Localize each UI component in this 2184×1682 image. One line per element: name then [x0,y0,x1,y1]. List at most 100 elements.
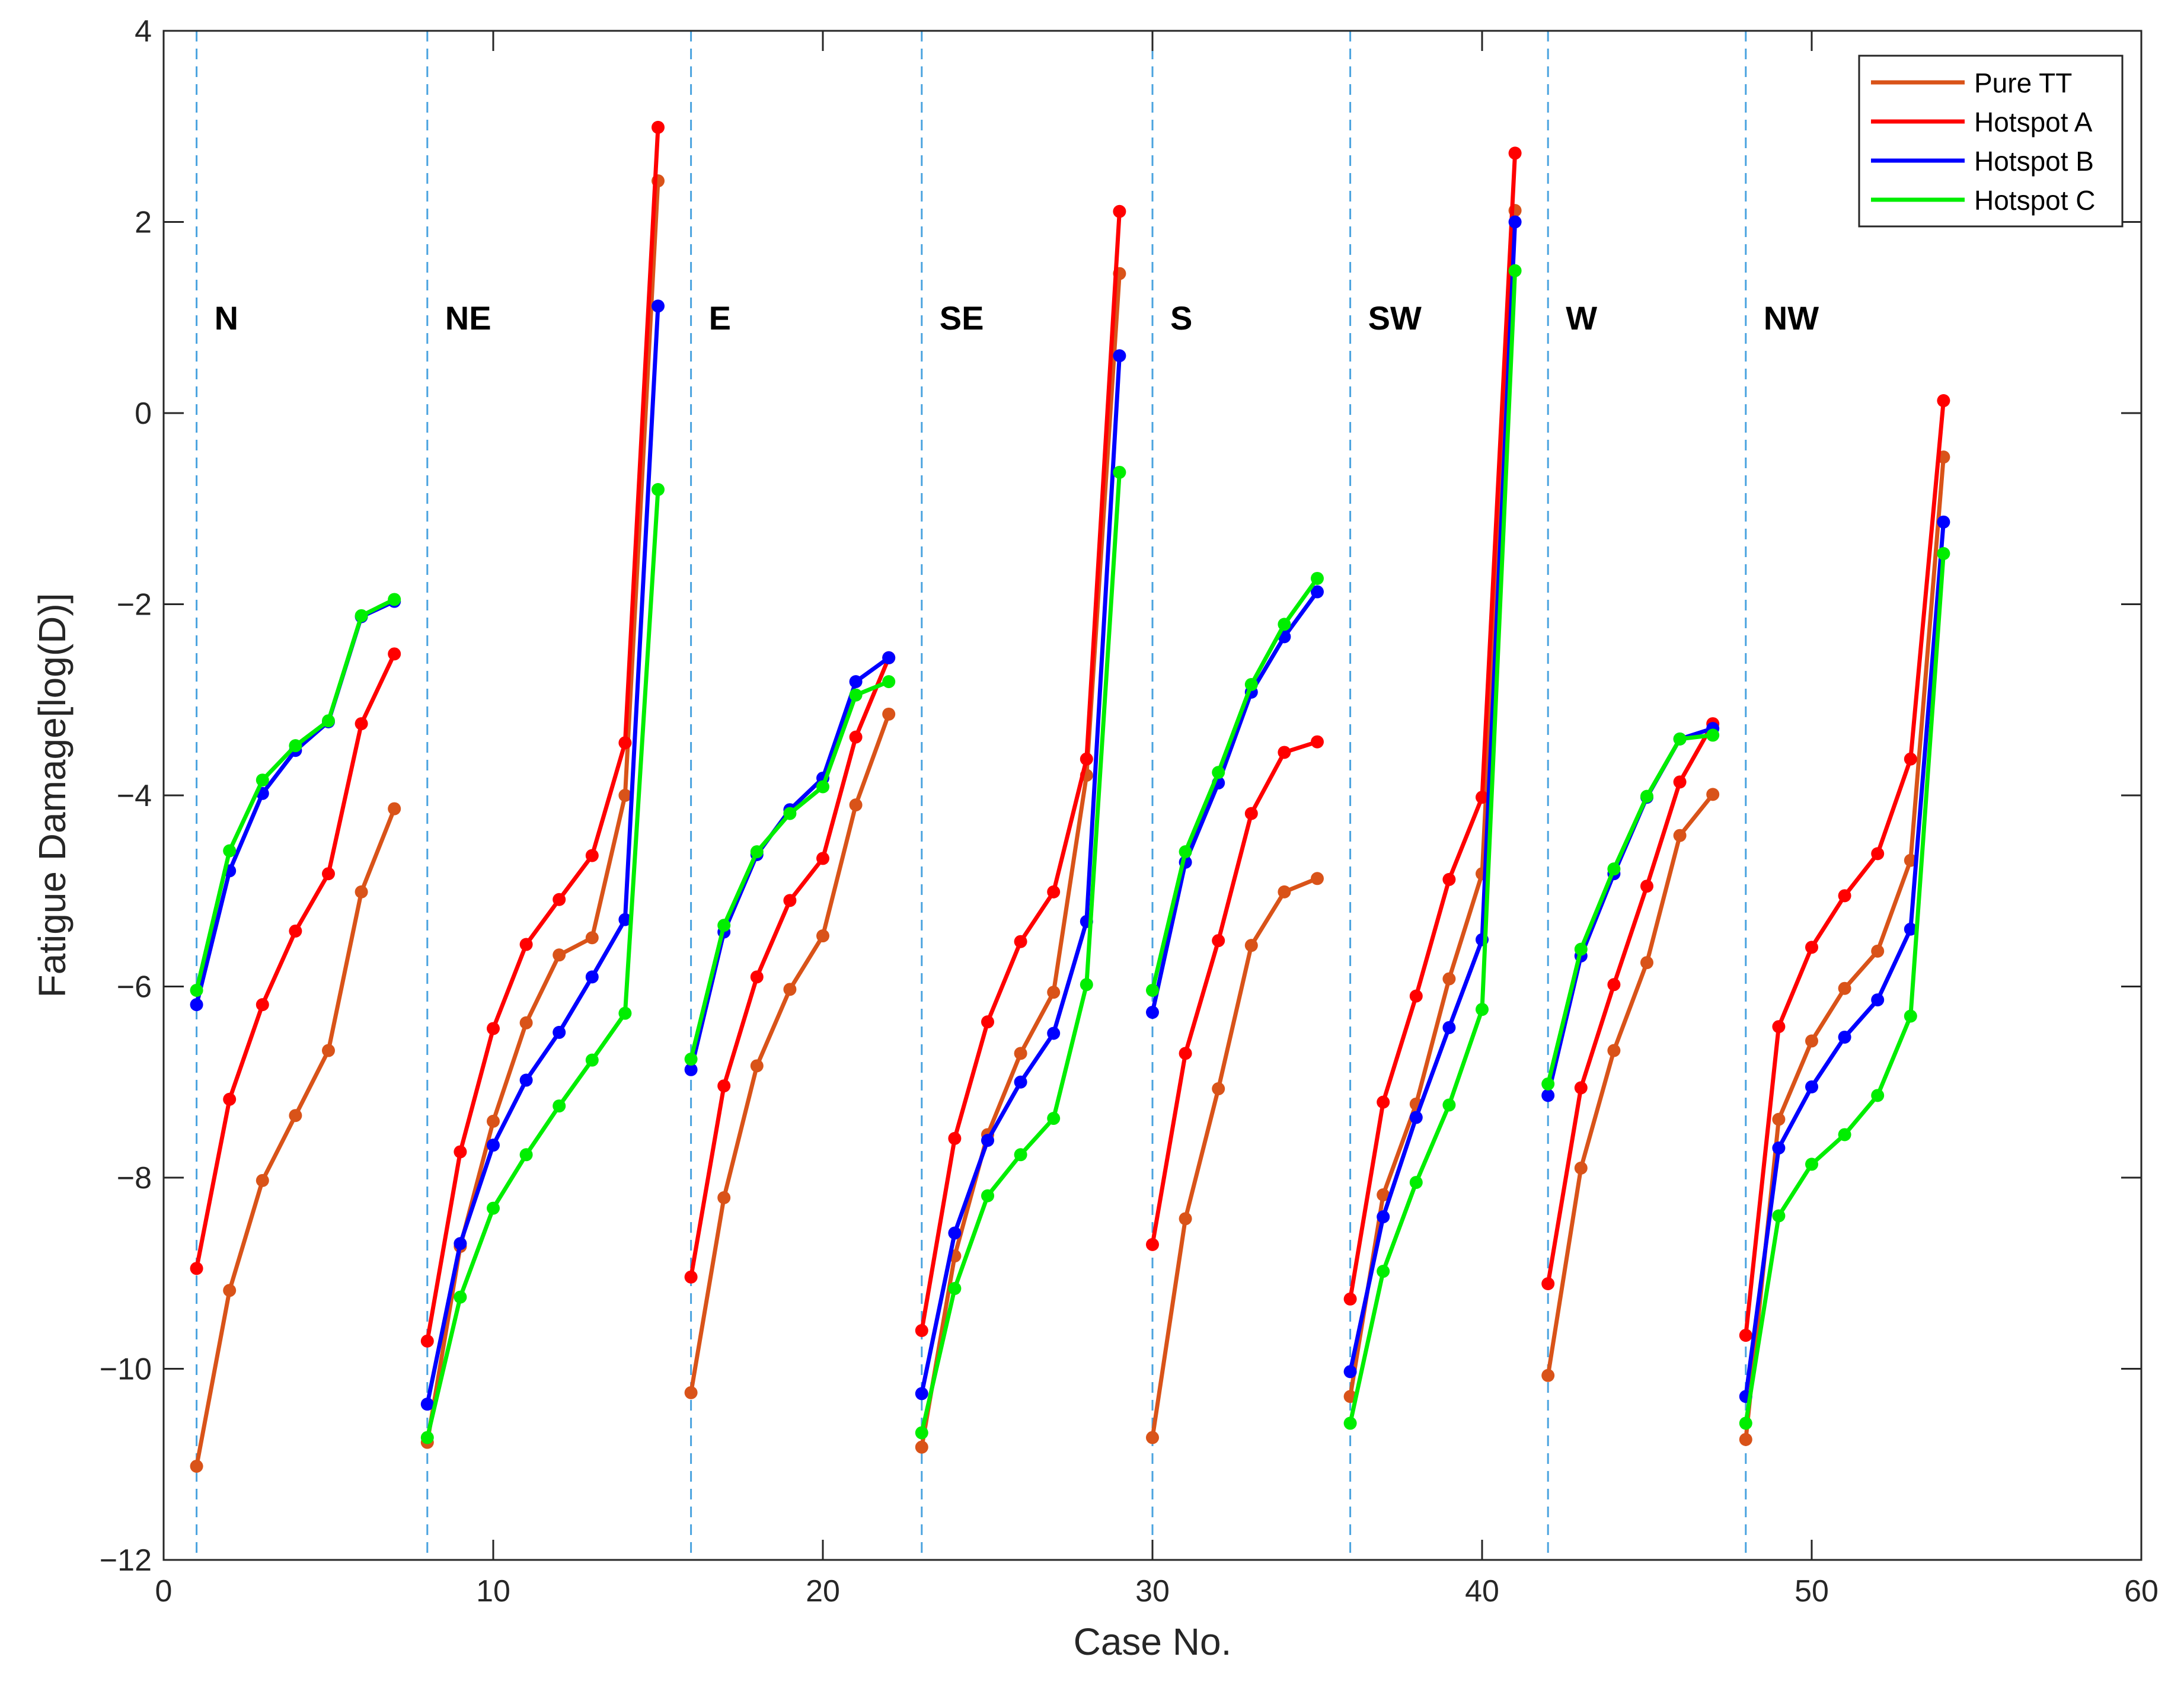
data-point [1311,735,1324,749]
data-point [553,948,566,962]
data-point [1080,752,1093,766]
data-point [1244,939,1258,952]
data-point [1574,1081,1588,1095]
data-point [1937,547,1950,561]
data-point [915,1440,928,1454]
data-point [750,1059,764,1073]
data-point [1146,1006,1159,1019]
data-point [1541,1277,1555,1290]
data-point [1278,746,1291,759]
data-point [223,844,237,858]
data-point [882,707,896,721]
data-point [553,1099,566,1113]
data-point [1244,677,1258,691]
data-point [190,1262,203,1275]
data-point [717,1191,731,1204]
data-point [684,1063,698,1076]
data-point [519,1016,533,1029]
data-point [289,739,302,753]
data-point [1541,1077,1555,1091]
y-tick-label: 4 [135,14,152,49]
series-layer [190,120,1950,1473]
data-point [1838,889,1851,903]
data-point [783,983,797,996]
data-point [1311,571,1324,585]
data-point [1377,1095,1390,1109]
data-point [420,1431,434,1444]
data-point [1442,1098,1456,1112]
series-line-segment [1348,153,1518,1300]
data-point [1343,1292,1357,1306]
data-point [981,1015,994,1029]
data-point [849,675,863,689]
y-tick-label: −8 [117,1161,152,1195]
data-point [223,1092,237,1106]
data-point [487,1114,500,1128]
data-point [1212,766,1225,779]
data-point [1838,1128,1851,1141]
legend-entry-label: Hotspot A [1974,107,2093,137]
data-point [750,845,764,859]
y-tick-label: −12 [100,1543,152,1578]
data-point [355,717,368,731]
data-point [750,970,764,984]
data-point [1442,872,1456,886]
direction-label: N [215,299,238,337]
data-point [1706,788,1720,801]
y-tick-label: 0 [135,396,152,431]
direction-label: NW [1764,299,1819,337]
data-point [1772,1020,1786,1034]
data-point [1508,264,1522,277]
data-point [1244,807,1258,820]
data-point [355,609,368,622]
data-point [882,651,896,664]
data-point [1047,885,1061,898]
data-point [585,970,599,984]
data-point [1179,1047,1192,1060]
data-point [1212,934,1225,948]
data-point [1772,1112,1786,1126]
series-line-segment [1546,722,1715,1284]
legend-entry-label: Pure TT [1974,68,2072,98]
data-point [1047,1112,1061,1125]
x-tick-label: 20 [806,1574,840,1609]
data-point [420,1334,434,1348]
data-point [652,120,665,134]
data-point [1640,789,1653,803]
data-point [519,1148,533,1162]
data-point [652,299,665,313]
legend: Pure TT Hotspot A Hotspot B Hotspot C [1858,55,2124,228]
data-point [1311,872,1324,885]
data-point [190,983,203,997]
data-point [1805,941,1818,954]
data-point [553,1025,566,1039]
data-point [487,1201,500,1215]
data-point [684,1386,698,1399]
data-point [915,1426,928,1440]
data-point [1904,1009,1917,1023]
series-hotspot-c [190,264,1950,1444]
data-point [585,849,599,862]
series-line-segment [1348,210,1518,1397]
data-point [684,1053,698,1066]
series-line-segment [1150,590,1319,1013]
data-point [1805,1034,1818,1048]
data-point [388,647,401,661]
data-point [618,913,632,926]
data-point [1047,986,1061,999]
data-point [1739,1416,1752,1430]
x-tick-label: 0 [155,1574,173,1609]
data-point [1508,215,1522,229]
data-point [849,730,863,744]
data-point [1146,1431,1159,1444]
data-point [1409,1176,1423,1189]
data-point [882,675,896,689]
data-point [948,1226,962,1240]
direction-label: SW [1368,299,1422,337]
y-tick-label: −10 [100,1352,152,1387]
data-point [322,867,335,881]
data-point [420,1398,434,1411]
data-point [487,1022,500,1035]
data-point [948,1282,962,1296]
data-point [618,1006,632,1020]
